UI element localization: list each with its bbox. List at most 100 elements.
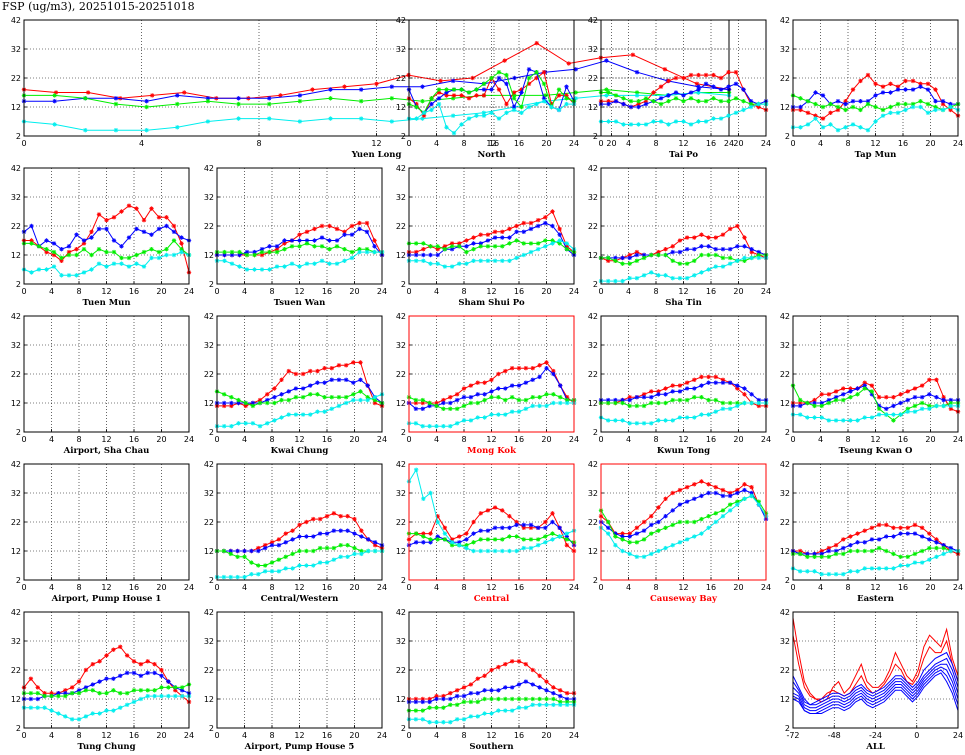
data-point bbox=[444, 87, 449, 92]
data-point bbox=[833, 572, 839, 577]
data-point bbox=[265, 397, 270, 403]
data-point bbox=[496, 696, 501, 702]
data-point bbox=[663, 418, 668, 423]
y-tick-label: 42 bbox=[396, 16, 406, 25]
data-point bbox=[621, 96, 626, 101]
data-point bbox=[819, 572, 824, 577]
y-tick-label: 42 bbox=[396, 608, 406, 617]
data-point bbox=[706, 397, 711, 403]
data-point bbox=[884, 406, 889, 411]
x-tick-label: 0 bbox=[406, 287, 411, 296]
y-tick-label: 32 bbox=[204, 637, 214, 646]
data-point bbox=[104, 691, 109, 696]
data-point bbox=[805, 569, 810, 574]
data-point bbox=[843, 125, 848, 130]
data-point bbox=[342, 258, 347, 263]
data-point bbox=[444, 125, 449, 130]
data-point bbox=[530, 696, 535, 702]
data-point bbox=[727, 502, 733, 507]
data-point bbox=[308, 383, 313, 388]
data-point bbox=[891, 525, 896, 530]
data-point bbox=[865, 72, 871, 78]
data-point bbox=[441, 720, 446, 725]
data-point bbox=[461, 418, 467, 423]
data-point bbox=[706, 374, 711, 380]
data-point bbox=[813, 101, 818, 107]
x-tick-label: 24 bbox=[953, 139, 963, 148]
data-point bbox=[428, 252, 433, 258]
data-point bbox=[713, 409, 718, 414]
data-point bbox=[235, 548, 240, 554]
data-point bbox=[564, 543, 570, 548]
data-point bbox=[420, 708, 425, 713]
data-point bbox=[366, 537, 371, 542]
y-tick-label: 2 bbox=[785, 576, 790, 585]
data-point bbox=[464, 261, 469, 266]
data-point bbox=[530, 403, 535, 409]
data-point bbox=[481, 93, 487, 98]
data-point bbox=[474, 113, 479, 118]
data-point bbox=[267, 244, 272, 249]
data-point bbox=[858, 107, 863, 113]
data-point bbox=[435, 537, 440, 542]
data-point bbox=[503, 397, 508, 403]
data-point bbox=[336, 363, 342, 368]
data-point bbox=[643, 101, 649, 107]
data-point bbox=[454, 688, 460, 693]
data-point bbox=[727, 380, 733, 385]
x-tick-label: -24 bbox=[869, 731, 882, 740]
data-point bbox=[461, 693, 467, 699]
data-point bbox=[265, 392, 270, 397]
data-point bbox=[541, 96, 547, 101]
data-point bbox=[111, 249, 117, 255]
data-point bbox=[606, 90, 611, 95]
x-tick-label: -72 bbox=[786, 731, 799, 740]
series-line bbox=[792, 617, 959, 703]
y-tick-label: 32 bbox=[396, 45, 406, 54]
x-tick-label: 16 bbox=[898, 435, 908, 444]
data-point bbox=[703, 99, 709, 104]
x-tick-label: 0 bbox=[21, 139, 26, 148]
x-tick-label: 16 bbox=[514, 139, 524, 148]
data-point bbox=[345, 554, 350, 559]
panel-frame bbox=[600, 19, 767, 137]
data-point bbox=[413, 406, 419, 411]
x-tick-label: 0 bbox=[598, 435, 603, 444]
data-point bbox=[551, 685, 556, 690]
data-point bbox=[627, 276, 632, 281]
data-point bbox=[677, 487, 683, 493]
data-point bbox=[663, 386, 668, 391]
data-point bbox=[492, 258, 498, 263]
y-tick-label: 22 bbox=[396, 518, 406, 527]
y-tick-label: 22 bbox=[11, 74, 21, 83]
panel-label: Central bbox=[474, 594, 510, 604]
y-tick-label: 22 bbox=[204, 222, 214, 231]
y-tick-label: 22 bbox=[780, 370, 790, 379]
data-point bbox=[293, 371, 299, 377]
data-point bbox=[414, 116, 419, 121]
data-point bbox=[656, 273, 661, 278]
x-tick-label: 0 bbox=[914, 731, 919, 740]
data-point bbox=[317, 516, 323, 522]
data-point bbox=[550, 511, 555, 516]
data-point bbox=[692, 395, 697, 400]
data-point bbox=[372, 238, 377, 243]
data-point bbox=[720, 255, 726, 261]
data-point bbox=[36, 267, 42, 272]
data-point bbox=[835, 104, 841, 110]
series-line bbox=[409, 239, 575, 253]
data-point bbox=[651, 119, 656, 124]
data-point bbox=[543, 519, 548, 525]
data-point bbox=[421, 110, 427, 115]
data-point bbox=[869, 566, 875, 571]
data-point bbox=[910, 104, 916, 110]
panel-frame bbox=[23, 611, 190, 729]
data-point bbox=[720, 406, 726, 411]
y-tick-label: 22 bbox=[588, 518, 598, 527]
series-line bbox=[792, 672, 959, 714]
data-point bbox=[289, 238, 295, 243]
data-point bbox=[713, 247, 718, 252]
y-tick-label: 12 bbox=[11, 399, 21, 408]
data-point bbox=[918, 104, 923, 110]
